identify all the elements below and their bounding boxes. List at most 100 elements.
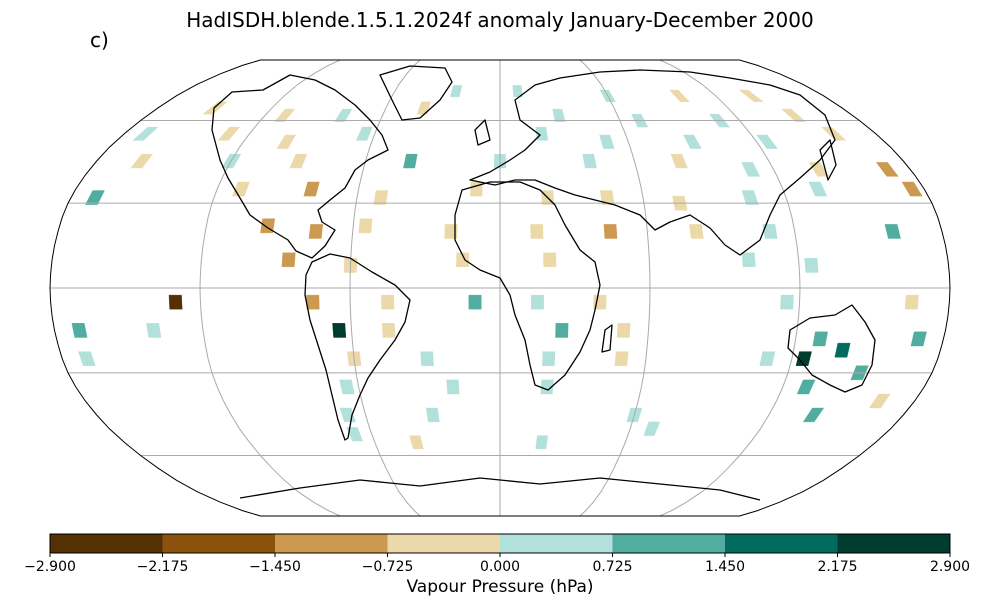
- anomaly-cell: [355, 126, 373, 141]
- coastline-japan: [819, 139, 837, 181]
- anomaly-cell: [531, 294, 544, 310]
- anomaly-cell: [582, 153, 597, 169]
- colorbar-segment: [275, 534, 388, 553]
- anomaly-cell: [542, 351, 556, 366]
- colorbar-tick-label: −0.725: [361, 559, 414, 575]
- anomaly-cell: [756, 134, 778, 149]
- colorbar: [49, 533, 951, 557]
- anomaly-cell: [444, 224, 458, 239]
- anomaly-cell: [540, 379, 554, 395]
- colorbar-label: Vapour Pressure (hPa): [406, 577, 594, 597]
- anomaly-cell: [202, 101, 228, 115]
- anomaly-cell: [276, 134, 297, 149]
- anomaly-cell: [281, 252, 296, 267]
- anomaly-cell: [834, 342, 851, 358]
- anomaly-cell: [910, 331, 927, 347]
- coastlines: [211, 65, 876, 501]
- anomaly-cell: [904, 294, 919, 310]
- coastline-north-america: [211, 74, 389, 259]
- colorbar-tick-label: 2.900: [929, 559, 971, 575]
- colorbar-segment: [837, 534, 951, 553]
- anomaly-cell: [130, 153, 154, 169]
- anomaly-cell: [875, 162, 899, 177]
- anomaly-cell: [273, 108, 296, 122]
- colorbar-tick-label: 0.000: [479, 559, 521, 575]
- anomaly-cell: [741, 190, 759, 205]
- anomaly-cell: [85, 190, 105, 205]
- anomaly-cell: [132, 126, 159, 141]
- anomaly-cell: [446, 379, 460, 395]
- anomaly-cell: [308, 224, 324, 239]
- coastline-antarctica: [239, 477, 761, 501]
- anomaly-cell: [403, 153, 418, 169]
- anomaly-cell: [802, 407, 825, 423]
- anomaly-cell: [339, 379, 355, 395]
- anomaly-cell: [600, 190, 615, 205]
- colorbar-tick-label: −2.175: [136, 559, 189, 575]
- colorbar-segment: [387, 534, 501, 553]
- anomaly-cell: [409, 435, 424, 450]
- anomaly-cell: [759, 351, 776, 366]
- longitude-gridline: [199, 60, 341, 516]
- colorbar-segment: [500, 534, 613, 553]
- coastline-australia: [787, 304, 876, 393]
- anomaly-cell: [616, 323, 631, 338]
- anomaly-cell: [456, 252, 470, 267]
- anomaly-cell: [332, 323, 347, 338]
- panel-label: c): [90, 28, 109, 52]
- coastline-south-america: [304, 253, 411, 441]
- anomaly-cell: [425, 407, 440, 423]
- colorbar-segment: [725, 534, 838, 553]
- coastline-eurasia: [469, 69, 836, 256]
- colorbar-tick-label: −2.900: [24, 559, 76, 575]
- anomaly-cell: [821, 126, 847, 141]
- anomaly-cell: [334, 108, 353, 122]
- anomaly-cell: [796, 379, 816, 395]
- globe-border: [49, 59, 951, 517]
- longitude-gridline: [659, 60, 801, 516]
- anomaly-cell: [168, 294, 183, 310]
- anomaly-cell: [381, 294, 395, 310]
- anomaly-cell: [289, 153, 308, 169]
- colorbar-tick-label: 0.725: [592, 559, 633, 575]
- coastline-greenland: [379, 65, 453, 121]
- anomaly-cell: [884, 224, 901, 239]
- colorbar-tick-label: −1.450: [249, 559, 301, 575]
- coastline-uk: [474, 119, 491, 146]
- anomaly-cell: [804, 258, 819, 273]
- anomaly-cell: [614, 351, 629, 366]
- anomaly-cell: [901, 181, 923, 197]
- anomaly-cell: [683, 134, 702, 149]
- map-title: HadISDH.blende.1.5.1.2024f anomaly Janua…: [186, 8, 814, 32]
- anomaly-cell: [306, 294, 320, 310]
- anomaly-cell: [381, 323, 396, 338]
- colorbar-segment: [50, 534, 163, 553]
- anomaly-cell: [71, 323, 88, 338]
- longitude-gridline: [349, 60, 421, 516]
- anomaly-cell: [643, 421, 661, 436]
- coastline-africa: [454, 181, 601, 391]
- anomaly-cell: [373, 190, 389, 205]
- anomaly-cell: [599, 134, 615, 149]
- anomaly-cell: [450, 85, 463, 98]
- anomaly-cell: [808, 181, 828, 197]
- anomaly-cell: [535, 435, 549, 450]
- anomaly-cell: [543, 252, 557, 267]
- anomaly-cell: [146, 323, 162, 338]
- coastline-madagascar: [601, 324, 613, 353]
- map-area: [49, 59, 951, 517]
- anomaly-cell: [78, 351, 96, 366]
- anomaly-cell: [552, 108, 566, 122]
- anomaly-cell: [555, 323, 569, 338]
- anomaly-cell: [358, 218, 373, 234]
- anomaly-cell: [530, 224, 544, 239]
- anomaly-cell: [670, 153, 688, 169]
- anomaly-cell: [303, 181, 320, 197]
- anomaly-cell: [603, 224, 618, 239]
- anomaly-grid: [71, 85, 927, 450]
- colorbar-tick-label: 1.450: [704, 559, 746, 575]
- anomaly-cell: [741, 252, 756, 267]
- anomaly-cell: [689, 224, 704, 239]
- anomaly-cell: [738, 89, 764, 102]
